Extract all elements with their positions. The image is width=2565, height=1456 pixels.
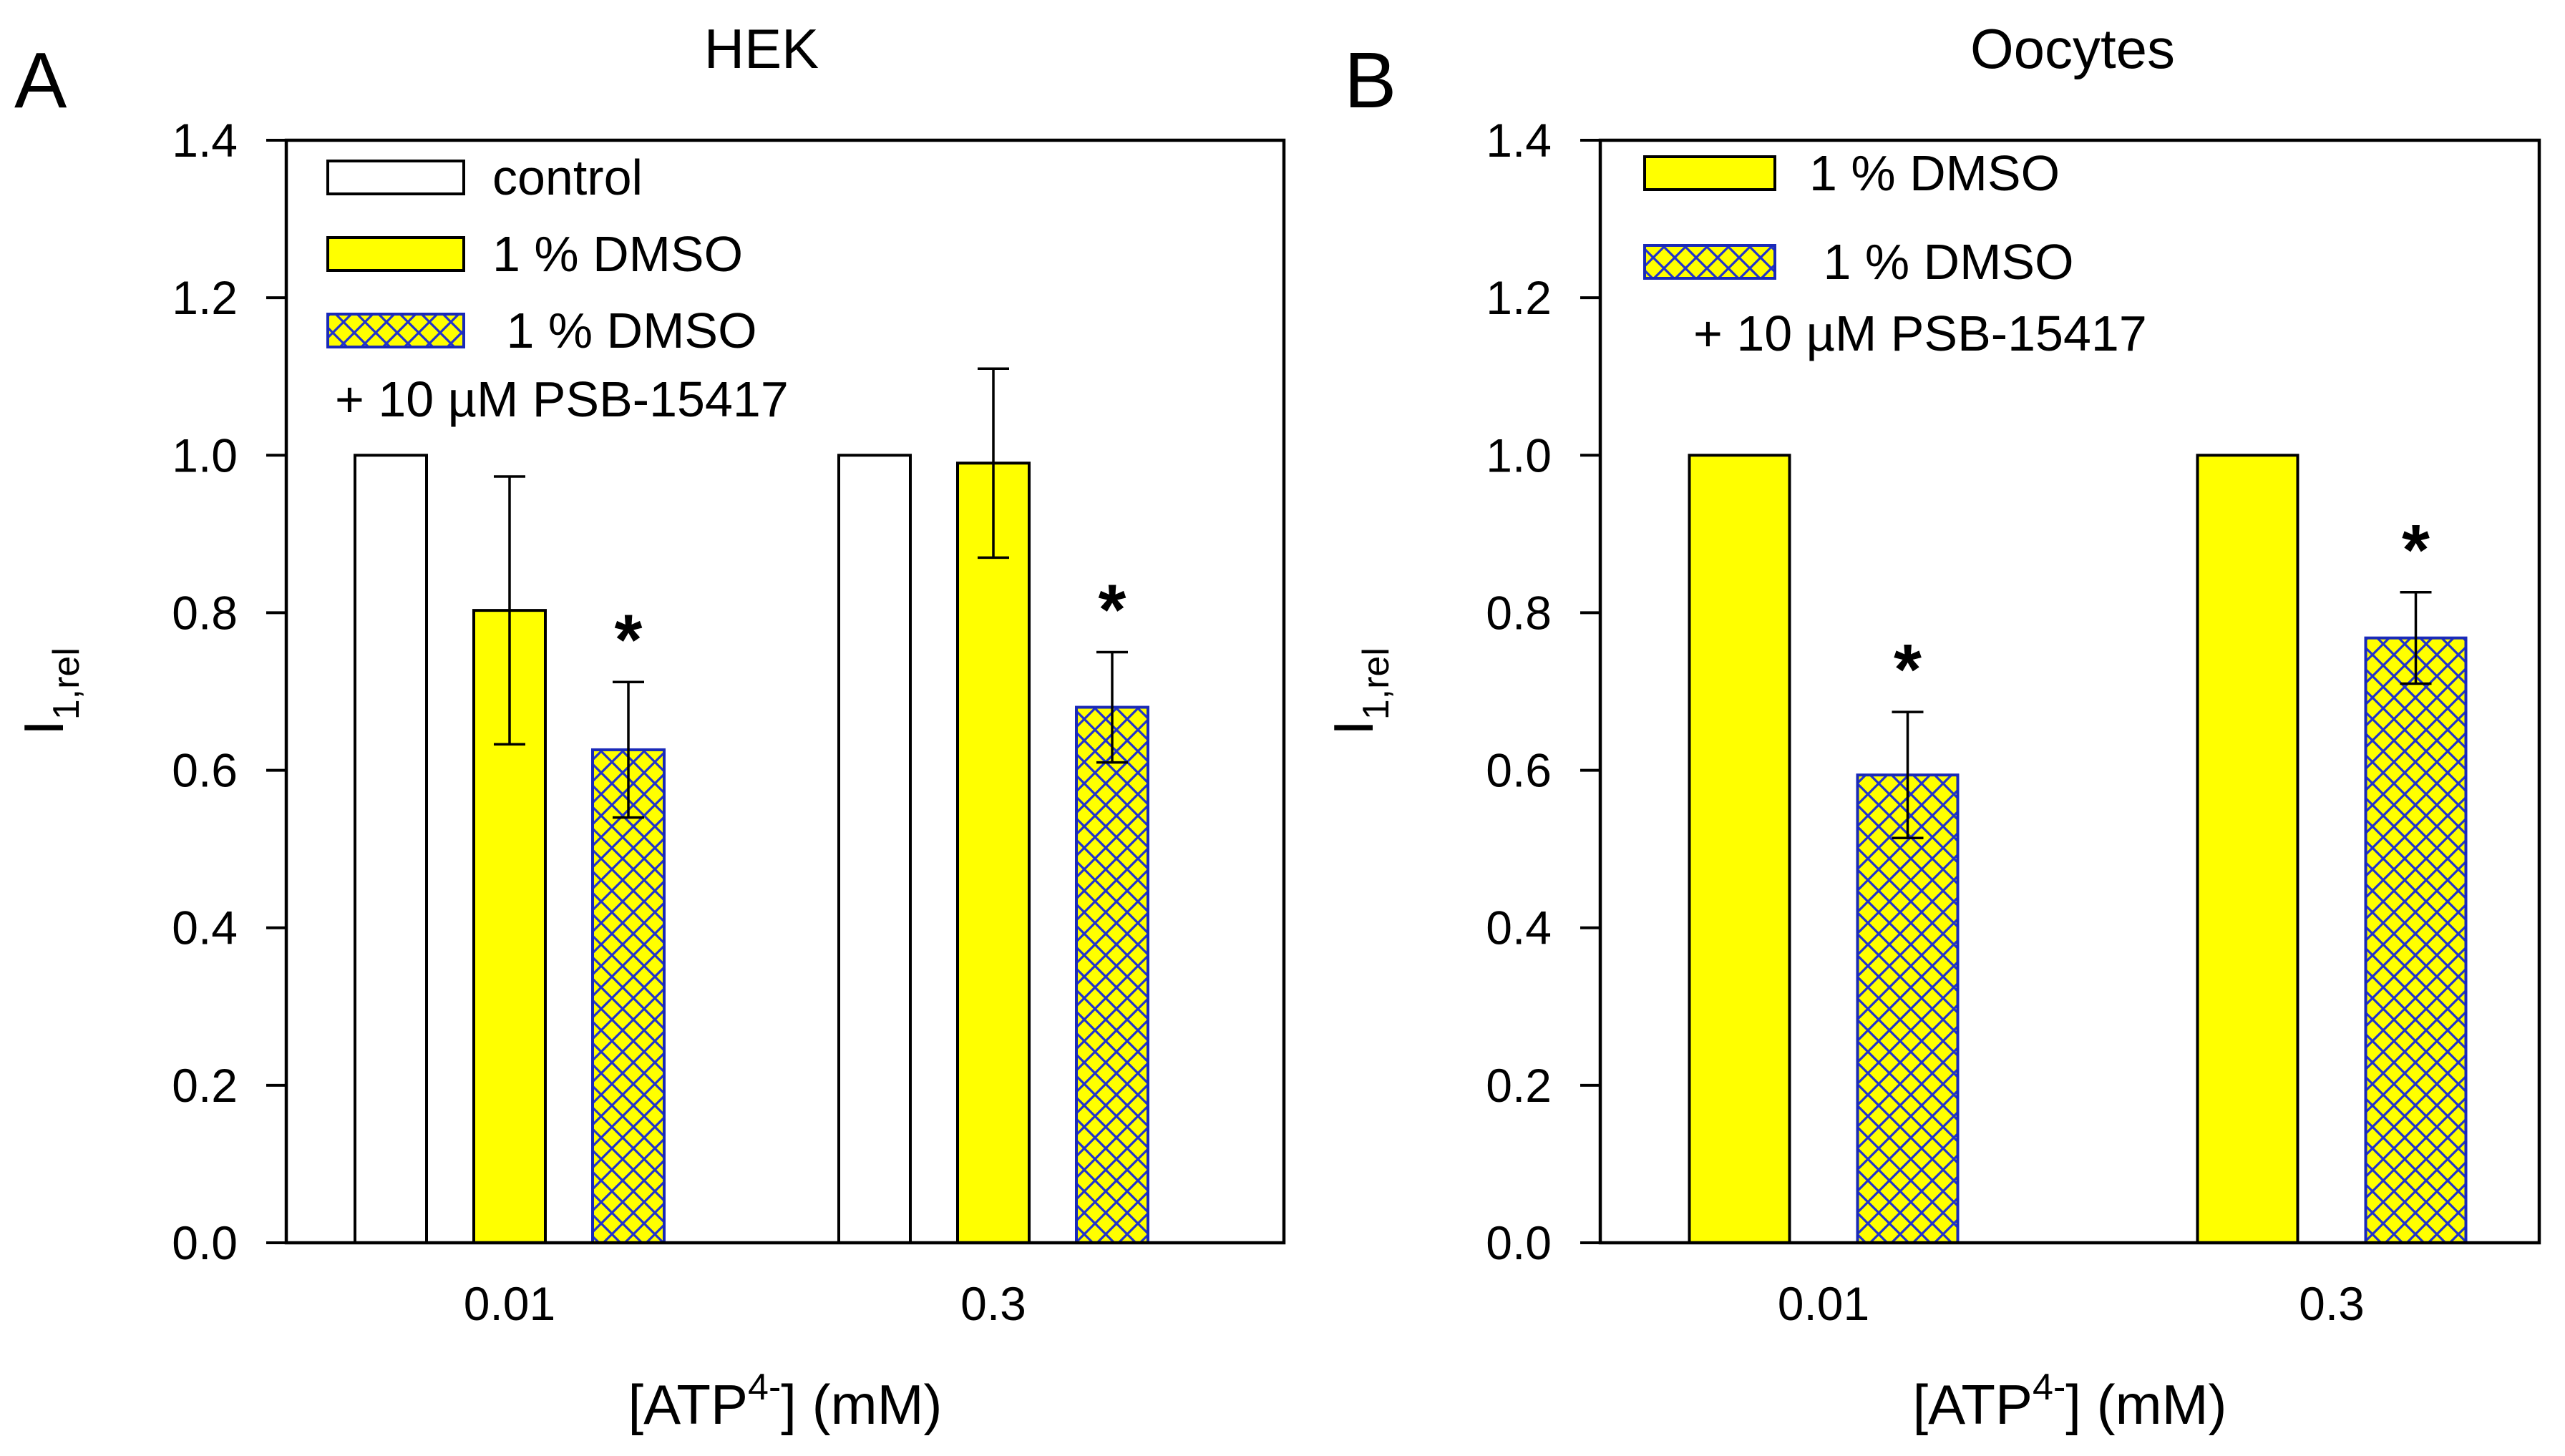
bar bbox=[2364, 636, 2468, 1244]
panel-letter: A bbox=[14, 36, 67, 124]
y-tick-label: 0.4 bbox=[1486, 902, 1552, 954]
bar bbox=[1075, 705, 1149, 1244]
y-tick-label: 0.8 bbox=[1486, 586, 1552, 639]
legend: 1 % DMSO 1 % DMSO + 10 µM PSB-15417 bbox=[1643, 145, 2147, 361]
bar bbox=[956, 461, 1031, 1244]
y-tick-label: 1.0 bbox=[172, 429, 238, 482]
x-axis-label-suffix: ] (mM) bbox=[2065, 1373, 2226, 1436]
bar bbox=[837, 454, 912, 1244]
bar bbox=[591, 748, 666, 1244]
chart-title: HEK bbox=[704, 17, 819, 80]
x-tick-label: 0.3 bbox=[960, 1277, 1026, 1330]
legend: control 1 % DMSO 1 % DMSO + 10 µM PSB-1541… bbox=[326, 150, 789, 427]
legend-swatch bbox=[1643, 155, 1776, 191]
x-axis-label-prefix: [ATP bbox=[628, 1373, 748, 1436]
y-tick-label: 0.6 bbox=[1486, 744, 1552, 797]
y-tick-label: 1.4 bbox=[172, 114, 238, 167]
y-tick-label: 1.0 bbox=[1486, 429, 1552, 482]
chart-panel-a: A HEK 0.0 0.2 0.4 0.6 0.8 1.0 1.2 1.4 * * 0.01 0.3 [AT… bbox=[12, 17, 1286, 1436]
significance-mark: * bbox=[2402, 510, 2430, 590]
bar bbox=[1688, 454, 1791, 1244]
x-axis-label-sup: 4- bbox=[2033, 1367, 2065, 1408]
y-axis-label-sub: 1,rel bbox=[1355, 648, 1397, 720]
y-tick-label: 1.2 bbox=[1486, 271, 1552, 324]
legend-swatch bbox=[1643, 244, 1776, 280]
chart-panel-b: B Oocytes 0.0 0.2 0.4 0.6 0.8 1.0 1.2 1.4 * * 0.01 0.… bbox=[1322, 17, 2541, 1436]
y-axis-label-sub: 1,rel bbox=[46, 648, 87, 720]
y-axis-label-main: I bbox=[12, 720, 75, 736]
x-axis-label: [ATP4-] (mM) bbox=[1912, 1367, 2226, 1436]
x-axis-label: [ATP4-] (mM) bbox=[628, 1367, 942, 1436]
y-axis-label: I1,rel bbox=[1322, 648, 1397, 736]
y-axis-label-main: I bbox=[1322, 720, 1385, 736]
y-tick-label: 0.2 bbox=[172, 1059, 238, 1112]
y-tick-label: 0.4 bbox=[172, 902, 238, 954]
legend-label: 1 % DMSO bbox=[492, 303, 757, 358]
y-tick-label: 1.4 bbox=[1486, 114, 1552, 167]
y-tick-label: 0.0 bbox=[172, 1216, 238, 1269]
plot-frame bbox=[1598, 138, 2541, 1245]
x-axis-label-prefix: [ATP bbox=[1912, 1373, 2033, 1436]
bar bbox=[2196, 454, 2299, 1244]
panel-letter: B bbox=[1344, 36, 1396, 124]
x-tick-label: 0.3 bbox=[2299, 1277, 2365, 1330]
legend-label: control bbox=[492, 150, 643, 205]
legend-swatch bbox=[326, 236, 465, 272]
y-tick-label: 0.8 bbox=[172, 586, 238, 639]
y-tick-label: 0.0 bbox=[1486, 1216, 1552, 1269]
y-tick-label: 0.2 bbox=[1486, 1059, 1552, 1112]
y-axis-label: I1,rel bbox=[12, 648, 87, 736]
significance-mark: * bbox=[615, 600, 643, 680]
legend-label: 1 % DMSO bbox=[492, 226, 743, 282]
legend-label-line2: + 10 µM PSB-15417 bbox=[1693, 306, 2147, 361]
x-tick-label: 0.01 bbox=[464, 1277, 555, 1330]
legend-label: 1 % DMSO bbox=[1809, 234, 2074, 290]
significance-mark: * bbox=[1099, 570, 1126, 650]
x-axis-label-suffix: ] (mM) bbox=[781, 1373, 942, 1436]
x-tick-label: 0.01 bbox=[1778, 1277, 1869, 1330]
y-tick-label: 1.2 bbox=[172, 271, 238, 324]
x-axis-label-sup: 4- bbox=[748, 1367, 781, 1408]
legend-swatch bbox=[326, 160, 465, 195]
legend-label-line2: + 10 µM PSB-15417 bbox=[335, 371, 789, 427]
bar bbox=[1856, 773, 1960, 1244]
legend-swatch bbox=[326, 313, 465, 348]
chart-title: Oocytes bbox=[1970, 17, 2175, 80]
bar bbox=[354, 454, 428, 1244]
y-tick-label: 0.6 bbox=[172, 744, 238, 797]
plot-frame bbox=[284, 138, 1286, 1245]
legend-label: 1 % DMSO bbox=[1809, 145, 2060, 201]
significance-mark: * bbox=[1894, 630, 1922, 710]
